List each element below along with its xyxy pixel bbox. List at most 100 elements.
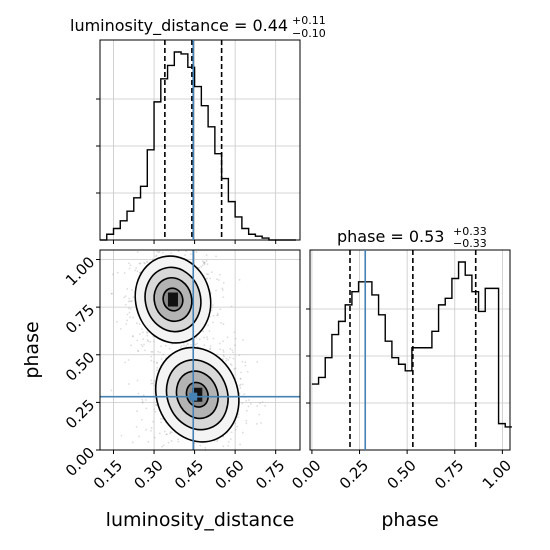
sample-point <box>237 416 240 419</box>
sample-point <box>160 345 162 348</box>
sample-point <box>222 349 225 352</box>
sample-point <box>222 354 225 357</box>
sample-point <box>198 266 201 269</box>
sample-point <box>125 323 128 325</box>
sample-point <box>187 343 189 346</box>
x-tick-label: 0.50 <box>384 456 420 492</box>
sample-point <box>150 379 153 382</box>
sample-point <box>203 262 205 265</box>
sample-point <box>153 379 156 382</box>
sample-point <box>222 282 225 284</box>
contour-line <box>154 346 240 443</box>
sample-point <box>145 428 148 431</box>
sample-point <box>127 383 130 385</box>
sample-point <box>241 360 244 363</box>
panel-joint: 0.15 0.30 0.45 0.60 0.750.000.250.500.751.00… <box>21 249 301 531</box>
sample-point <box>209 347 212 350</box>
title-main: luminosity_distance = 0.44 <box>70 16 288 36</box>
sample-point <box>216 312 219 315</box>
sample-point <box>162 353 165 356</box>
panel-marginal-phase: 0.00 0.25 0.50 0.75 1.00 phase = 0.53 +0.33 … <box>288 225 515 531</box>
sample-point <box>136 410 138 413</box>
sample-point <box>146 339 149 341</box>
sample-point <box>164 344 167 347</box>
sample-point <box>112 273 114 276</box>
sample-point <box>126 313 129 316</box>
sample-point <box>153 408 156 411</box>
x-tick-label: 0.25 <box>336 456 372 492</box>
sample-point <box>222 323 225 325</box>
sample-point <box>261 401 264 404</box>
sample-point <box>189 253 192 256</box>
sample-point <box>177 438 180 441</box>
sample-point <box>156 369 159 372</box>
ticks-phase: 0.00 0.25 0.50 0.75 1.00 <box>288 308 515 493</box>
sample-point <box>256 405 259 407</box>
sample-point <box>233 331 236 334</box>
sample-point <box>156 250 159 253</box>
sample-point <box>134 269 136 272</box>
contour-line <box>153 276 193 323</box>
sample-point <box>128 297 130 300</box>
sample-point <box>162 444 165 447</box>
x-axis-label-luminosity-distance: luminosity_distance <box>106 509 295 531</box>
sample-point <box>168 347 171 350</box>
title-sup: +0.11 <box>292 14 326 27</box>
sample-point <box>145 407 148 410</box>
sample-point <box>203 344 206 347</box>
sample-point <box>195 251 198 253</box>
sample-point <box>246 370 249 373</box>
sample-point <box>128 307 130 310</box>
sample-point <box>207 273 209 276</box>
sample-point <box>136 379 139 382</box>
histogram-luminosity-distance <box>100 51 296 241</box>
sample-point <box>258 413 261 416</box>
sample-point <box>239 443 241 446</box>
sample-point <box>142 338 145 340</box>
sample-point <box>243 393 246 395</box>
sample-point <box>152 382 154 385</box>
sample-point <box>131 289 133 291</box>
panel-frame <box>309 249 511 451</box>
sample-point <box>196 342 199 345</box>
sample-point <box>232 351 234 354</box>
sample-point <box>160 358 163 360</box>
sample-point <box>127 300 130 303</box>
sample-point <box>200 265 203 268</box>
sample-point <box>149 340 152 343</box>
sample-point <box>140 418 143 421</box>
x-tick-label: 0.15 <box>90 456 126 492</box>
sample-point <box>204 447 207 449</box>
sample-point <box>147 340 150 343</box>
sample-point <box>157 350 160 353</box>
sample-point <box>155 403 158 406</box>
sample-point <box>136 322 138 325</box>
sample-point <box>233 368 236 370</box>
sample-point <box>136 339 139 342</box>
x-tick-label: 1.00 <box>479 456 515 492</box>
sample-point <box>154 410 157 413</box>
sample-point <box>241 402 244 405</box>
sample-point <box>124 303 127 306</box>
sample-point <box>203 261 206 264</box>
sample-point <box>156 362 159 365</box>
sample-point <box>227 358 230 361</box>
sample-point <box>137 349 139 352</box>
sample-point <box>155 404 158 407</box>
ticks-luminosity-distance <box>96 98 277 244</box>
sample-point <box>139 262 142 265</box>
y-tick-label: 0.50 <box>62 348 98 384</box>
sample-point <box>219 308 222 311</box>
sample-point <box>218 273 221 276</box>
sample-point <box>218 342 221 345</box>
sample-point <box>150 350 153 353</box>
sample-point <box>141 398 143 401</box>
sample-point <box>245 422 248 425</box>
sample-point <box>216 278 218 281</box>
sample-point <box>150 355 153 358</box>
sample-point <box>150 427 153 429</box>
sample-point <box>211 304 214 307</box>
sample-point <box>230 364 233 367</box>
sample-point <box>230 305 233 308</box>
